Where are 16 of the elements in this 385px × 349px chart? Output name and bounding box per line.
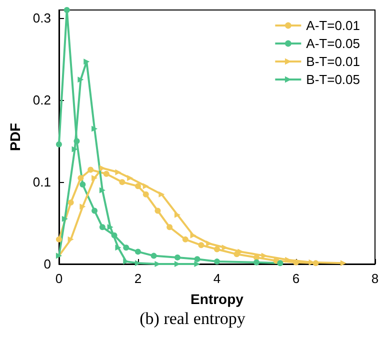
legend-label: B-T=0.01 [306,54,360,69]
legend-label: A-T=0.01 [306,18,360,33]
y-tick-label: 0.2 [32,92,51,108]
y-tick-label: 0.1 [32,174,51,190]
x-tick-label: 0 [55,271,63,286]
x-axis-title: Entropy [190,291,244,307]
x-tick-label: 8 [371,271,379,286]
x-tick-label: 6 [292,271,300,286]
y-tick-label: 0.3 [32,10,51,26]
x-tick-label: 2 [134,271,142,286]
legend-label: B-T=0.05 [306,72,360,87]
legend-label: A-T=0.05 [306,36,360,51]
y-tick-label: 0 [44,256,51,272]
text: (b) real entropy [140,309,246,328]
y-axis-title: PDF [7,122,23,151]
x-tick-label: 4 [213,271,221,286]
